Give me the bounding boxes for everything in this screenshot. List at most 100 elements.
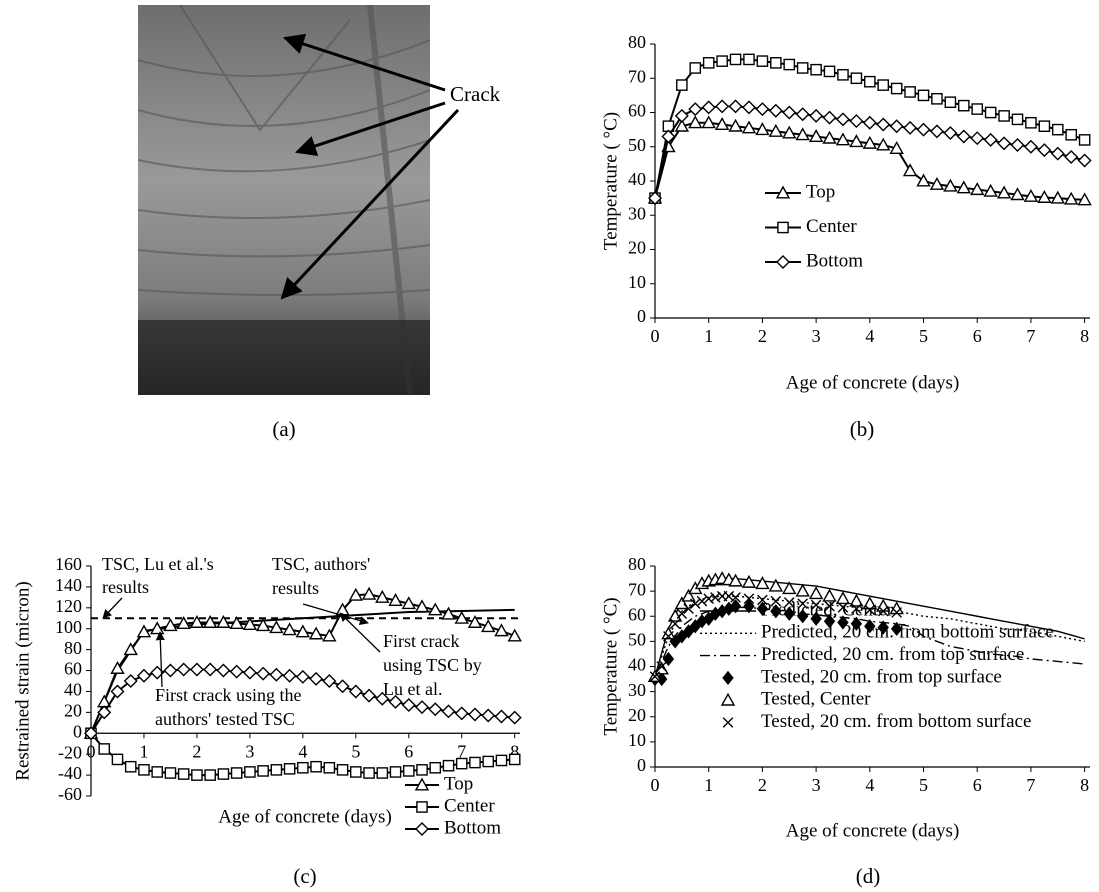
- marker: [891, 607, 902, 618]
- y-tick-label: -40: [58, 763, 82, 783]
- annotation: TSC, authors': [272, 554, 370, 574]
- marker: [889, 601, 904, 615]
- y-tick-label: 40: [64, 680, 82, 700]
- marker: [768, 578, 784, 592]
- marker: [255, 618, 271, 632]
- annotation: authors' tested TSC: [155, 709, 295, 729]
- marker: [163, 663, 178, 678]
- caption: (d): [856, 864, 881, 888]
- marker: [770, 604, 782, 619]
- marker: [336, 764, 349, 776]
- marker: [876, 117, 891, 132]
- marker: [743, 53, 755, 66]
- marker: [454, 706, 469, 721]
- caption: (c): [293, 864, 316, 888]
- marker: [1037, 189, 1052, 203]
- marker: [850, 616, 863, 631]
- marker: [322, 674, 337, 688]
- y-tick-label: 70: [628, 66, 646, 86]
- annotation-arrow: [339, 612, 381, 653]
- marker: [189, 662, 204, 677]
- marker: [508, 753, 521, 766]
- marker: [297, 761, 309, 774]
- marker: [689, 62, 702, 74]
- marker: [482, 755, 495, 768]
- marker: [469, 756, 481, 769]
- marker: [428, 702, 443, 717]
- marker: [1077, 192, 1092, 206]
- marker: [295, 624, 311, 638]
- y-tick-label: 30: [628, 203, 646, 223]
- marker: [889, 141, 904, 154]
- marker: [362, 688, 377, 703]
- marker: [676, 79, 688, 91]
- marker: [916, 122, 931, 137]
- marker: [335, 679, 350, 694]
- marker: [701, 115, 716, 129]
- marker: [467, 615, 483, 628]
- x-tick-label: 7: [1026, 775, 1035, 795]
- marker: [242, 665, 257, 680]
- series-line: [654, 121, 1085, 201]
- marker: [864, 604, 876, 616]
- marker: [442, 759, 455, 772]
- marker: [1025, 116, 1037, 129]
- marker: [481, 708, 496, 723]
- x-tick-label: 4: [298, 741, 307, 761]
- marker: [730, 592, 741, 603]
- marker: [755, 576, 770, 590]
- marker: [481, 619, 496, 633]
- x-tick-label: 7: [457, 741, 466, 761]
- marker: [416, 801, 428, 813]
- marker: [454, 610, 469, 624]
- x-tick-label: 5: [351, 741, 360, 761]
- marker: [796, 609, 809, 624]
- marker: [890, 82, 903, 95]
- chart: 0 10 20 30 40 50 60 70 80 0 1 2 3 4 5 6 7 8 Temperature ( …: [600, 32, 1092, 441]
- x-tick-label: 7: [1026, 326, 1035, 346]
- marker: [414, 777, 430, 791]
- marker: [810, 599, 822, 611]
- marker: [681, 588, 696, 602]
- marker: [110, 684, 125, 699]
- marker: [689, 619, 701, 634]
- marker: [110, 661, 125, 674]
- x-tick-label: 1: [704, 326, 713, 346]
- arrow: [280, 108, 460, 300]
- marker: [850, 72, 863, 85]
- marker: [322, 628, 337, 642]
- marker: [242, 617, 258, 631]
- marker: [202, 615, 218, 628]
- annotation: Lu et al.: [383, 679, 442, 699]
- caption: (a): [272, 417, 295, 441]
- legend-label: Bottom: [806, 250, 863, 271]
- marker: [702, 57, 715, 69]
- marker: [862, 115, 877, 130]
- marker: [1077, 153, 1092, 168]
- marker: [136, 624, 152, 638]
- marker: [929, 176, 945, 190]
- marker: [822, 110, 837, 125]
- marker: [455, 757, 468, 770]
- x-axis-title: Age of concrete (days): [218, 806, 392, 827]
- legend-label: Predicted, 20 cm. from bottom surface: [761, 622, 1054, 643]
- marker: [696, 595, 708, 607]
- marker: [823, 614, 836, 629]
- marker: [701, 100, 716, 115]
- y-tick-label: 70: [628, 579, 646, 599]
- marker: [729, 599, 742, 614]
- marker: [309, 671, 324, 686]
- marker: [983, 132, 998, 147]
- y-tick-label: 0: [637, 306, 646, 326]
- marker: [1051, 123, 1064, 136]
- marker: [741, 120, 757, 134]
- marker: [123, 674, 138, 688]
- marker: [688, 115, 703, 129]
- marker: [877, 620, 889, 635]
- marker: [1011, 113, 1024, 126]
- marker: [823, 65, 836, 78]
- marker: [98, 743, 111, 755]
- marker: [851, 603, 862, 615]
- marker: [1010, 187, 1025, 201]
- marker: [917, 89, 930, 102]
